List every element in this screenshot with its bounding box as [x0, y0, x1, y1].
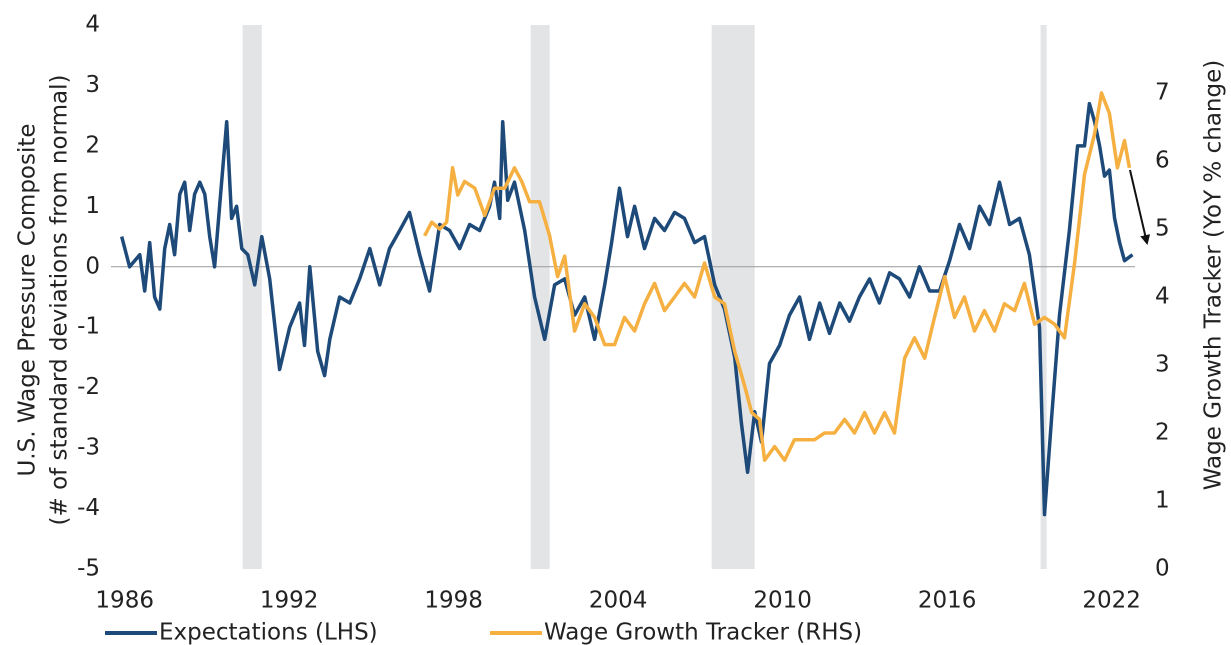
plot-area — [120, 91, 1134, 517]
y-tick-label: -1 — [77, 314, 100, 340]
x-tick-label: 1998 — [424, 588, 483, 614]
y2-tick-label: 0 — [1155, 556, 1170, 582]
y-tick-label: 0 — [85, 253, 100, 279]
x-tick-label: 2004 — [589, 588, 648, 614]
x-tick-label: 2022 — [1082, 588, 1141, 614]
legend-label: Wage Growth Tracker (RHS) — [544, 620, 862, 645]
x-tick-label: 2010 — [753, 588, 812, 614]
y-tick-label: -4 — [77, 495, 100, 521]
y-tick-label: 3 — [85, 72, 100, 98]
y2-tick-label: 6 — [1155, 148, 1170, 174]
y-axis-title: U.S. Wage Pressure Composite — [15, 123, 41, 476]
legend-label: Expectations (LHS) — [159, 620, 378, 645]
y-tick-label: 4 — [85, 12, 100, 38]
y2-tick-label: 2 — [1155, 420, 1170, 446]
series-line — [120, 101, 1134, 517]
recession-band — [242, 25, 262, 569]
y2-tick-label: 1 — [1155, 488, 1170, 514]
x-tick-label: 2016 — [918, 588, 977, 614]
recession-band — [1040, 25, 1047, 569]
y2-tick-label: 5 — [1155, 216, 1170, 242]
y-tick-label: 1 — [85, 193, 100, 219]
y-tick-label: -5 — [77, 556, 100, 582]
y2-tick-label: 4 — [1155, 284, 1170, 310]
arrow-annotation — [1129, 169, 1151, 245]
series-line — [423, 91, 1132, 462]
recessions — [111, 25, 1135, 569]
y-axis-title: (# of standard deviations from normal) — [47, 75, 73, 526]
y-tick-label: -3 — [77, 435, 100, 461]
y2-tick-label: 7 — [1155, 80, 1170, 106]
y2-tick-label: 3 — [1155, 352, 1170, 378]
y-tick-label: 2 — [85, 132, 100, 158]
x-tick-label: 1986 — [95, 588, 154, 614]
y2-axis-title: Wage Growth Tracker (YoY % change) — [1201, 60, 1227, 490]
x-tick-label: 1992 — [260, 588, 319, 614]
y-tick-label: -2 — [77, 374, 100, 400]
recession-band — [530, 25, 550, 569]
